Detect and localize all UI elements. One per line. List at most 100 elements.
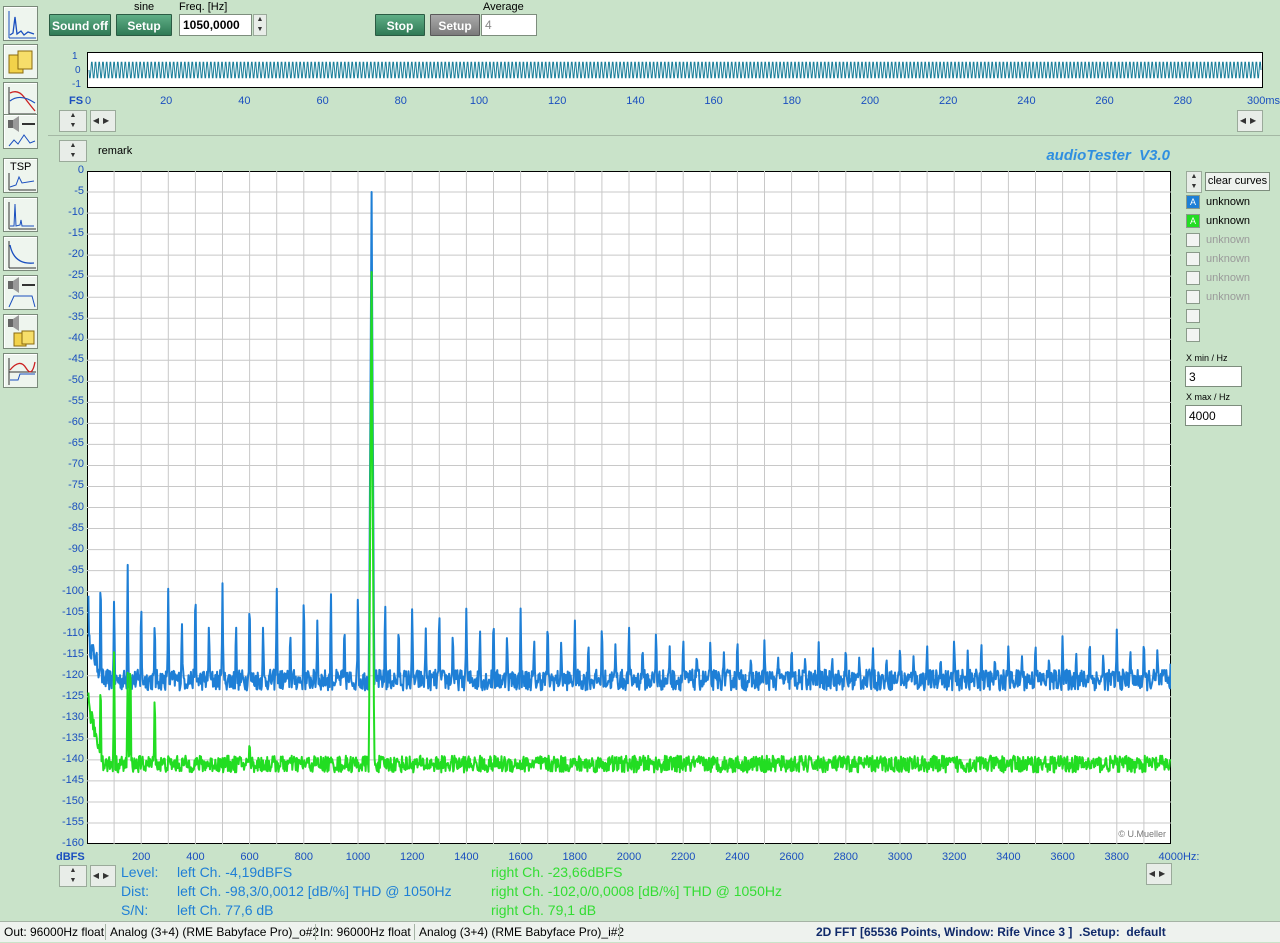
legend-item[interactable] bbox=[1186, 327, 1206, 343]
scope-xtick: 180 bbox=[782, 95, 801, 107]
status-out: Out: 96000Hz float bbox=[4, 925, 105, 939]
legend-checkbox[interactable] bbox=[1186, 290, 1200, 305]
fft-spectrum-icon[interactable] bbox=[3, 6, 38, 41]
scope-scroll-right[interactable]: ◀▶ bbox=[1237, 110, 1263, 132]
series-line-1 bbox=[87, 271, 1171, 774]
scope-xtick: 40 bbox=[238, 95, 251, 107]
brand-title: audioTester V3.0 bbox=[1046, 147, 1170, 164]
x-tick-label: 2800 bbox=[833, 851, 859, 863]
chevron-down-icon[interactable]: ▼ bbox=[256, 26, 264, 33]
sound-off-button[interactable]: Sound off bbox=[49, 14, 111, 36]
readout-spinner[interactable]: ▲ ▼ bbox=[59, 865, 87, 887]
legend-checkbox[interactable] bbox=[1186, 271, 1200, 286]
y-tick-label: -75 bbox=[68, 479, 84, 492]
x-tick-label: 1200 bbox=[399, 851, 425, 863]
legend-item[interactable] bbox=[1186, 308, 1206, 324]
y-tick-label: -40 bbox=[68, 332, 84, 345]
fft-scroll-right[interactable]: ◀▶ bbox=[1146, 863, 1172, 885]
y-tick-label: -110 bbox=[62, 626, 84, 639]
y-axis-unit: dBFS bbox=[56, 851, 85, 863]
scope-xtick: 280 bbox=[1173, 95, 1192, 107]
speaker-filter-icon[interactable] bbox=[3, 275, 38, 310]
freq-spinner[interactable]: ▲ ▼ bbox=[253, 14, 267, 36]
legend-checkbox[interactable] bbox=[1186, 328, 1200, 343]
legend-label: unknown bbox=[1206, 291, 1251, 303]
analyzer-setup-button[interactable]: Setup bbox=[430, 14, 480, 36]
chevron-up-icon[interactable]: ▲ bbox=[256, 16, 264, 23]
scope-scroll-left-right[interactable]: ◀▶ bbox=[90, 110, 116, 132]
scope-xtick: 100 bbox=[469, 95, 489, 107]
right-sn-value: right Ch. 79,1 dB bbox=[491, 902, 597, 918]
y-tick-label: -95 bbox=[68, 563, 84, 576]
legend-scroll-spinner[interactable]: ▲ ▼ bbox=[1186, 171, 1202, 193]
status-out-device: Analog (3+4) (RME Babyface Pro)_o#2 bbox=[110, 925, 320, 939]
legend-label: unknown bbox=[1206, 196, 1251, 208]
stop-button[interactable]: Stop bbox=[375, 14, 425, 36]
y-tick-label: -60 bbox=[68, 416, 84, 429]
legend-checkbox[interactable] bbox=[1186, 252, 1200, 267]
y-tick-label: -130 bbox=[61, 710, 84, 723]
y-tick-label: -70 bbox=[68, 458, 84, 471]
xmax-input[interactable]: 4000 bbox=[1185, 405, 1242, 426]
scope-plot[interactable] bbox=[87, 52, 1263, 88]
generator-setup-button[interactable]: Setup bbox=[116, 14, 172, 36]
legend-item[interactable]: unknown bbox=[1186, 289, 1250, 305]
scope-xtick: 240 bbox=[1017, 95, 1036, 107]
speaker-measure-icon[interactable] bbox=[3, 114, 38, 149]
y-tick-label: -135 bbox=[61, 731, 84, 744]
legend-checkbox[interactable] bbox=[1186, 233, 1200, 248]
x-tick-label: 800 bbox=[294, 851, 313, 863]
clear-curves-button[interactable]: clear curves bbox=[1205, 172, 1270, 191]
y-tick-label: -50 bbox=[68, 374, 84, 387]
y-tick-label: -155 bbox=[61, 815, 84, 828]
scope-ytick-1: 1 bbox=[72, 51, 78, 62]
freq-input[interactable]: 1050,0000 bbox=[179, 14, 252, 36]
x-tick-label: 600 bbox=[240, 851, 259, 863]
readout-scroll[interactable]: ◀▶ bbox=[90, 865, 116, 887]
legend-item[interactable]: unknown bbox=[1186, 232, 1250, 248]
scope-unit-fs: FS bbox=[69, 95, 84, 107]
scope-xtick: 80 bbox=[394, 95, 407, 107]
legend-item[interactable]: unknown bbox=[1186, 270, 1250, 286]
y-tick-label: -5 bbox=[74, 185, 84, 198]
sn-label: S/N: bbox=[121, 902, 149, 918]
legend-item[interactable]: unknown bbox=[1186, 251, 1250, 267]
scope-xtick: 300ms bbox=[1247, 95, 1280, 107]
legend-checkbox[interactable] bbox=[1186, 309, 1200, 324]
decay-curve-icon[interactable] bbox=[3, 236, 38, 271]
right-dist-value: right Ch. -102,0/0,0008 [dB/%] THD @ 105… bbox=[491, 883, 782, 899]
bode-plot-icon[interactable] bbox=[3, 353, 38, 388]
speaker-folder-icon[interactable] bbox=[3, 44, 38, 79]
legend-checkbox[interactable]: A bbox=[1186, 195, 1200, 210]
status-mode: 2D FFT [65536 Points, Window: Rife Vince… bbox=[816, 925, 1166, 939]
impulse-response-icon[interactable] bbox=[3, 197, 38, 232]
remark-spinner[interactable]: ▲ ▼ bbox=[59, 140, 87, 162]
x-tick-label: 1800 bbox=[562, 851, 588, 863]
legend-label: unknown bbox=[1206, 272, 1251, 284]
average-input[interactable]: 4 bbox=[481, 14, 537, 36]
legend-checkbox[interactable]: A bbox=[1186, 214, 1200, 229]
tsp-label: TSP bbox=[10, 161, 32, 173]
tsp-icon[interactable]: TSP bbox=[3, 158, 38, 193]
divider bbox=[48, 135, 1280, 136]
scope-zoom-spinner[interactable]: ▲ ▼ bbox=[59, 110, 87, 132]
freq-label: Freq. [Hz] bbox=[179, 1, 228, 13]
y-tick-label: -145 bbox=[61, 773, 84, 786]
remark-label: remark bbox=[98, 145, 133, 157]
fft-plot[interactable] bbox=[87, 171, 1171, 844]
scope-xtick: 140 bbox=[626, 95, 645, 107]
x-tick-label: 400 bbox=[186, 851, 205, 863]
scope-xtick: 220 bbox=[939, 95, 958, 107]
y-tick-label: -120 bbox=[61, 668, 84, 681]
speaker-folder-icon[interactable] bbox=[3, 314, 38, 349]
legend-label: unknown bbox=[1206, 253, 1251, 265]
y-tick-label: -115 bbox=[62, 647, 84, 660]
x-tick-label: 4000Hz: bbox=[1158, 851, 1200, 863]
legend-label: unknown bbox=[1206, 215, 1251, 227]
frequency-response-icon[interactable] bbox=[3, 82, 38, 117]
average-label: Average bbox=[483, 1, 524, 13]
xmin-input[interactable]: 3 bbox=[1185, 366, 1242, 387]
x-tick-label: 3200 bbox=[941, 851, 967, 863]
